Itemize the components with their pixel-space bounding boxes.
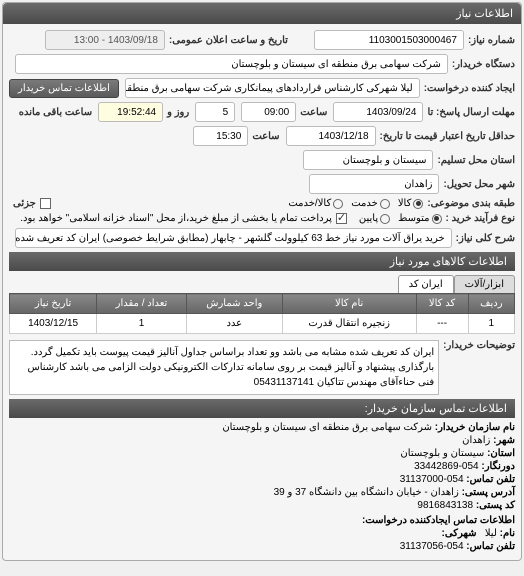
deadline-date-field: 1403/09/24 (333, 102, 423, 122)
desc-field: خرید یراق آلات مورد نیاز خط 63 کیلوولت گ… (15, 228, 452, 248)
quality-label: طبقه بندی موضوعی: (427, 198, 515, 209)
remaining-field: 19:52:44 (98, 102, 163, 122)
row-desc: شرح کلی نیاز: خرید یراق آلات مورد نیاز خ… (9, 228, 515, 248)
number-field: 1103001503000467 (314, 30, 464, 50)
td-2: زنجیره انتقال قدرت (282, 314, 416, 334)
validity-time-label: ساعت (252, 131, 279, 142)
quality-radio-2[interactable]: کالا/خدمت (288, 198, 343, 209)
partial-label: جزئی (13, 198, 36, 209)
tab-tools[interactable]: ابزار/آلات (454, 275, 515, 293)
process-radio-1[interactable]: پایین (359, 213, 390, 224)
province-field: سیستان و بلوچستان (303, 150, 433, 170)
td-1: --- (416, 314, 468, 334)
tab-irancode[interactable]: ایران کد (398, 275, 454, 293)
announce-field: 1403/09/18 - 13:00 (45, 30, 165, 50)
goods-section-title: اطلاعات کالاهای مورد نیاز (9, 252, 515, 271)
td-3: عدد (186, 314, 282, 334)
row-note: توضیحات خریدار: ایران کد تعریف شده مشابه… (9, 340, 515, 395)
req-name: نام: لیلا شهرکی: (9, 528, 515, 539)
row-province: استان محل تسلیم: سیستان و بلوچستان (9, 150, 515, 170)
paynote-label: پرداخت تمام یا بخشی از مبلغ خرید،از محل … (20, 213, 332, 224)
td-5: 1403/12/15 (10, 314, 97, 334)
contact-address: آدرس پستی: زاهدان - خیابان دانشگاه بین د… (9, 487, 515, 498)
contact-phone: تلفن تماس: 054-31137000 (9, 474, 515, 485)
deadline-time-label: ساعت (300, 107, 327, 118)
days-field: 5 (195, 102, 235, 122)
number-label: شماره نیاز: (468, 35, 515, 46)
quality-radio-1[interactable]: خدمت (351, 198, 390, 209)
req-contact-title: اطلاعات تماس ایجادکننده درخواست: (9, 515, 515, 526)
requester-label: ایجاد کننده درخواست: (424, 83, 515, 94)
req-phone: تلفن تماس: 054-31137056 (9, 541, 515, 552)
th-3: واحد شمارش (186, 294, 282, 314)
tabs: ابزار/آلات ایران کد (9, 275, 515, 293)
validity-label: حداقل تاریخ اعتبار قیمت تا تاریخ: (380, 131, 515, 142)
row-quality: طبقه بندی موضوعی: کالا خدمت کالا/خدمت جز… (9, 198, 515, 209)
requester-field: لیلا شهرکی کارشناس قراردادهای پیمانکاری … (125, 78, 420, 98)
contact-province: استان: سیستان و بلوچستان (9, 448, 515, 459)
quality-radio-0[interactable]: کالا (398, 198, 424, 209)
remaining-label: ساعت باقی مانده (19, 107, 92, 118)
th-0: ردیف (468, 294, 514, 314)
days-label: روز و (167, 107, 189, 118)
radio-icon (413, 199, 423, 209)
goods-table: ردیف کد کالا نام کالا واحد شمارش تعداد /… (9, 293, 515, 334)
radio-icon (432, 214, 442, 224)
row-city: شهر محل تحویل: زاهدان (9, 174, 515, 194)
row-requester: ایجاد کننده درخواست: لیلا شهرکی کارشناس … (9, 78, 515, 98)
radio-icon (333, 199, 343, 209)
panel-body: شماره نیاز: 1103001503000467 تاریخ و ساع… (3, 24, 521, 560)
contact-org: نام سازمان خریدار: شرکت سهامی برق منطقه … (9, 422, 515, 433)
quality-radio-group: کالا خدمت کالا/خدمت (288, 198, 423, 209)
radio-icon (380, 214, 390, 224)
main-panel: اطلاعات نیاز شماره نیاز: 110300150300046… (2, 2, 522, 561)
th-2: نام کالا (282, 294, 416, 314)
partial-wrap: جزئی (9, 198, 51, 209)
th-4: تعداد / مقدار (97, 294, 187, 314)
process-label: نوع فرآیند خرید : (446, 213, 515, 224)
contact-section-title: اطلاعات تماس سازمان خریدار: (9, 399, 515, 418)
buyer-field: شرکت سهامی برق منطقه ای سیستان و بلوچستا… (15, 54, 448, 74)
table-row[interactable]: 1 --- زنجیره انتقال قدرت عدد 1 1403/12/1… (10, 314, 515, 334)
row-number: شماره نیاز: 1103001503000467 تاریخ و ساع… (9, 30, 515, 50)
process-radio-0[interactable]: متوسط (398, 213, 441, 224)
city-label: شهر محل تحویل: (443, 179, 515, 190)
buyer-label: دستگاه خریدار: (452, 59, 515, 70)
city-field: زاهدان (309, 174, 439, 194)
row-deadline: مهلت ارسال پاسخ: تا 1403/09/24 ساعت 09:0… (9, 102, 515, 122)
note-box: ایران کد تعریف شده مشابه می باشد وو تعدا… (9, 340, 439, 395)
deadline-label: مهلت ارسال پاسخ: تا (427, 107, 515, 118)
deadline-time-field: 09:00 (241, 102, 296, 122)
panel-title: اطلاعات نیاز (456, 8, 513, 20)
validity-time-field: 15:30 (193, 126, 248, 146)
paynote-wrap: پرداخت تمام یا بخشی از مبلغ خرید،از محل … (20, 213, 347, 224)
row-buyer: دستگاه خریدار: شرکت سهامی برق منطقه ای س… (9, 54, 515, 74)
row-validity: حداقل تاریخ اعتبار قیمت تا تاریخ: 1403/1… (9, 126, 515, 146)
contact-postal: کد پستی: 9816843138 (9, 500, 515, 511)
th-1: کد کالا (416, 294, 468, 314)
announce-label: تاریخ و ساعت اعلان عمومی: (169, 35, 288, 46)
th-5: تاریخ نیاز (10, 294, 97, 314)
row-process: نوع فرآیند خرید : متوسط پایین پرداخت تما… (9, 213, 515, 224)
process-radio-group: متوسط پایین (359, 213, 442, 224)
province-label: استان محل تسلیم: (437, 155, 515, 166)
contact-fax: دورنگار: 054-33442869 (9, 461, 515, 472)
validity-date-field: 1403/12/18 (286, 126, 376, 146)
partial-checkbox[interactable] (40, 198, 51, 209)
paynote-checkbox[interactable] (336, 213, 347, 224)
td-4: 1 (97, 314, 187, 334)
desc-label: شرح کلی نیاز: (456, 233, 515, 244)
note-label: توضیحات خریدار: (443, 340, 515, 351)
td-0: 1 (468, 314, 514, 334)
radio-icon (380, 199, 390, 209)
table-header-row: ردیف کد کالا نام کالا واحد شمارش تعداد /… (10, 294, 515, 314)
contact-button[interactable]: اطلاعات تماس خریدار (9, 79, 119, 98)
contact-city: شهر: زاهدان (9, 435, 515, 446)
panel-header: اطلاعات نیاز (3, 3, 521, 24)
